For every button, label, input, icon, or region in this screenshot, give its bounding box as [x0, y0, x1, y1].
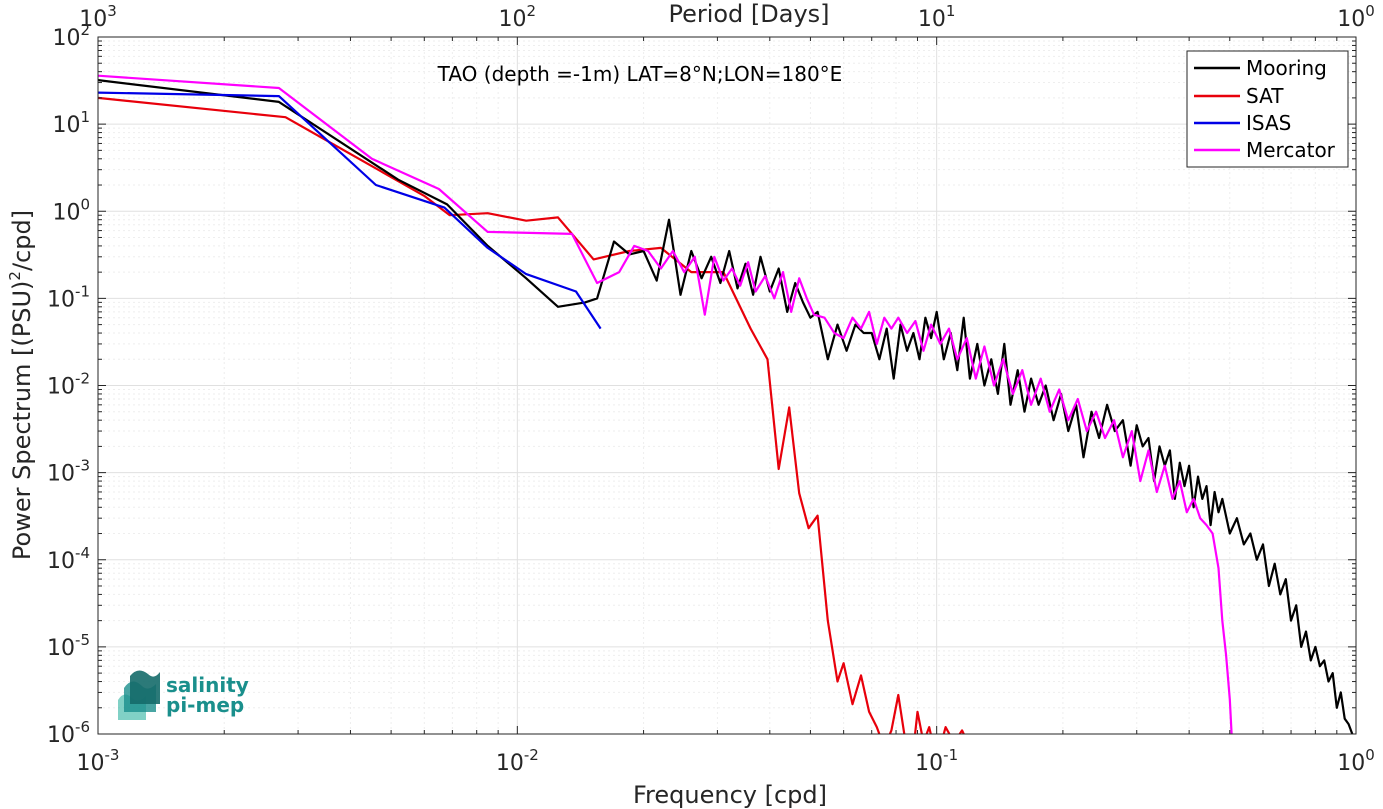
- legend-label-mercator: Mercator: [1246, 138, 1336, 162]
- y-axis-label-post: /cpd]: [8, 210, 36, 271]
- x-tick-label-exp: 0: [1365, 746, 1375, 764]
- series-line-sat: [98, 96, 965, 734]
- y-tick-label-exp: -2: [75, 370, 90, 388]
- x-tick-label-base: 10: [1337, 751, 1365, 776]
- x-axis-label: Frequency [cpd]: [633, 781, 827, 809]
- y-tick-label-base: 10: [52, 26, 80, 51]
- y-tick-label-exp: -6: [75, 718, 90, 736]
- x-tick-label: 10-2: [496, 746, 539, 776]
- tick-labels: 10-3 10-2 10-1 10010-610-510-410-310-210-11…: [47, 2, 1375, 776]
- series-line-isas: [98, 91, 602, 330]
- salinity-pi-mep-logo: salinity pi-mep: [118, 670, 249, 720]
- top-axis-label: Period [Days]: [668, 0, 829, 28]
- series-group: [98, 74, 1354, 734]
- y-tick-label: 10-6: [47, 718, 90, 748]
- legend-label-isas: ISAS: [1246, 111, 1291, 135]
- x-tick-label: 100: [1337, 746, 1375, 776]
- y-tick-label-exp: 0: [80, 195, 90, 213]
- y-axis-label: Power Spectrum [(PSU)2/cpd]: [6, 210, 36, 560]
- top-tick-label-base: 10: [1337, 7, 1365, 32]
- y-tick-label: 10-2: [47, 370, 90, 400]
- top-tick-label-base: 10: [499, 7, 527, 32]
- series-line-mercator: [98, 74, 1233, 734]
- y-tick-label: 102: [52, 21, 90, 51]
- top-tick-label: 102: [499, 2, 537, 32]
- y-tick-label-exp: -5: [75, 631, 90, 649]
- top-tick-label-exp: 0: [1365, 2, 1375, 20]
- top-tick-label-base: 10: [918, 7, 946, 32]
- top-tick-label: 101: [918, 2, 956, 32]
- y-tick-label: 10-5: [47, 631, 90, 661]
- y-tick-label: 10-4: [47, 544, 90, 574]
- ticks: [97, 37, 1356, 735]
- y-tick-label-base: 10: [47, 287, 75, 312]
- y-tick-label: 10-3: [47, 457, 90, 487]
- top-tick-label-exp: 1: [946, 2, 956, 20]
- x-tick-label-base: 10: [77, 751, 105, 776]
- x-tick-label-exp: -3: [105, 746, 120, 764]
- y-tick-label-base: 10: [52, 200, 80, 225]
- logo-text-pimep: pi-mep: [166, 693, 244, 717]
- top-tick-label: 103: [79, 2, 117, 32]
- y-tick-label-exp: -4: [75, 544, 90, 562]
- y-axis-label-pre: Power Spectrum [(PSU): [8, 281, 36, 560]
- y-tick-label-base: 10: [52, 113, 80, 138]
- y-tick-label-base: 10: [47, 636, 75, 661]
- logo-waves-icon: [118, 670, 160, 720]
- y-tick-label-exp: -1: [75, 282, 90, 300]
- x-tick-label-base: 10: [915, 751, 943, 776]
- legend: Mooring SAT ISAS Mercator: [1186, 50, 1349, 168]
- top-tick-label: 100: [1337, 2, 1375, 32]
- legend-box: [1186, 50, 1349, 168]
- y-tick-label-exp: 2: [80, 21, 90, 39]
- y-tick-label: 100: [52, 195, 90, 225]
- series-line-mooring: [98, 79, 1354, 734]
- legend-label-sat: SAT: [1246, 84, 1284, 108]
- y-tick-label-base: 10: [47, 375, 75, 400]
- top-tick-label-exp: 2: [527, 2, 537, 20]
- x-tick-label: 10-1: [915, 746, 958, 776]
- y-tick-label: 101: [52, 108, 90, 138]
- x-tick-label-base: 10: [496, 751, 524, 776]
- x-tick-label: 10-3: [77, 746, 120, 776]
- chart-title: TAO (depth =-1m) LAT=8°N;LON=180°E: [437, 62, 843, 86]
- y-tick-label: 10-1: [47, 282, 90, 312]
- x-tick-label-exp: -1: [943, 746, 958, 764]
- legend-label-mooring: Mooring: [1246, 56, 1327, 80]
- y-tick-label-base: 10: [47, 549, 75, 574]
- y-tick-label-base: 10: [47, 462, 75, 487]
- y-tick-label-exp: 1: [80, 108, 90, 126]
- x-tick-label-exp: -2: [524, 746, 539, 764]
- top-tick-label-exp: 3: [107, 2, 117, 20]
- y-tick-label-exp: -3: [75, 457, 90, 475]
- y-tick-label-base: 10: [47, 723, 75, 748]
- grid: [97, 37, 1356, 735]
- top-tick-label-base: 10: [79, 7, 107, 32]
- logo-text-salinity: salinity: [166, 673, 249, 697]
- y-axis-label-sup: 2: [6, 271, 24, 281]
